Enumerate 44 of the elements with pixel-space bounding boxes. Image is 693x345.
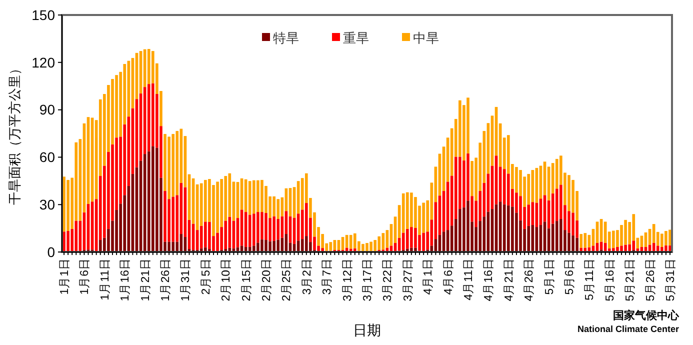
x-tick-label: 1月16日 [118, 258, 132, 302]
x-tick-label: 3月7日 [320, 258, 334, 295]
y-tick-label: 90 [39, 102, 56, 118]
x-axis-title: 日期 [353, 322, 381, 338]
x-tick-label: 4月11日 [462, 258, 476, 300]
y-tick-label: 0 [47, 244, 56, 260]
x-tick-label: 1月31日 [179, 258, 192, 302]
x-tick-label: 3月2日 [300, 258, 314, 295]
x-tick-label: 5月11日 [583, 258, 596, 300]
x-tick-label: 5月1日 [542, 258, 556, 295]
x-tick-label: 4月26日 [522, 258, 536, 302]
x-tick-label: 3月22日 [381, 258, 394, 302]
y-tick-label: 150 [32, 6, 56, 23]
text: 国家气候中心 [613, 309, 680, 322]
legend-label: 特旱 [273, 30, 299, 46]
x-tick-label: 1月21日 [138, 258, 152, 302]
legend-label: 重旱 [343, 30, 369, 46]
x-tick-label: 1月11日 [98, 258, 112, 300]
x-tick-label: 5月26日 [644, 258, 657, 302]
y-tick-label: 30 [39, 196, 56, 212]
x-tick-label: 1月1日 [58, 258, 72, 295]
x-tick-label: 2月15日 [240, 258, 253, 302]
x-tick-label: 5月16日 [603, 258, 616, 302]
x-tick-label: 4月16日 [482, 258, 496, 302]
x-tick-label: 4月21日 [502, 258, 516, 302]
x-tick-label: 2月20日 [260, 258, 274, 302]
x-tick-label: 4月6日 [442, 258, 455, 295]
text: National Climate Center [577, 324, 680, 334]
x-tick-label: 2月5日 [199, 258, 212, 295]
x-tick-label: 1月6日 [78, 258, 92, 295]
x-tick-label: 3月12日 [340, 258, 354, 302]
y-tick-label: 60 [39, 149, 56, 166]
x-tick-label: 3月17日 [361, 258, 374, 302]
x-tick-label: 5月31日 [664, 258, 678, 302]
x-tick-label: 3月27日 [401, 258, 414, 302]
x-tick-label: 5月21日 [624, 258, 637, 302]
x-tick-label: 2月25日 [280, 258, 294, 302]
y-axis-title: 干旱面积（万平方公里） [7, 62, 22, 205]
legend-label: 中旱 [413, 30, 439, 46]
x-tick-label: 4月1日 [422, 258, 435, 295]
x-tick-label: 1月26日 [159, 258, 172, 302]
y-tick-label: 120 [32, 54, 56, 70]
x-tick-label: 5月6日 [563, 258, 576, 295]
x-tick-label: 2月10日 [220, 258, 233, 302]
